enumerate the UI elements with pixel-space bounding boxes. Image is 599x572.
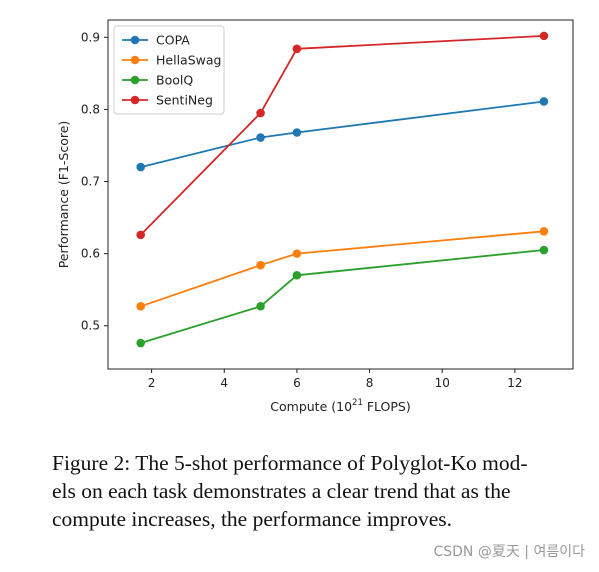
x-tick-label: 2 — [148, 376, 156, 390]
watermark: CSDN @夏天 | 여름이다 — [433, 544, 585, 560]
data-point — [256, 301, 265, 311]
data-point — [256, 133, 265, 142]
legend-box — [113, 25, 225, 115]
x-tick-label: 12 — [507, 376, 522, 390]
series-layer — [136, 31, 549, 348]
x-tick-label: 6 — [293, 376, 301, 390]
y-axis-label: Performance (F1-Score) — [56, 121, 71, 269]
legend-swatch-marker — [130, 55, 140, 65]
caption-line: compute increases, the performance impro… — [52, 507, 452, 531]
series-hellaswag — [136, 226, 549, 311]
legend-label: COPA — [156, 33, 190, 48]
legend-swatch-marker — [130, 75, 140, 85]
legend-label: SentiNeg — [156, 93, 213, 108]
x-tick-label: 10 — [435, 376, 450, 390]
legend-item: COPA — [122, 33, 190, 48]
data-point — [539, 226, 549, 236]
x-tick-label: 4 — [220, 376, 228, 390]
legend-item: HellaSwag — [122, 53, 221, 68]
y-tick-label: 0.6 — [81, 247, 100, 261]
legend-item: BoolQ — [122, 73, 193, 88]
legend-label: HellaSwag — [156, 53, 221, 68]
data-point — [136, 301, 145, 311]
line-chart: 2 4 6 8 10 12 0.5 0.6 0.7 0.8 0.9 COPA HellaSwag Bo… — [56, 19, 574, 414]
data-point — [256, 108, 265, 118]
data-point — [292, 44, 302, 54]
caption-line: Figure 2: The 5-shot performance of Poly… — [52, 451, 528, 475]
series-line — [140, 35, 544, 236]
legend-swatch-marker — [130, 35, 140, 45]
data-point — [539, 31, 549, 41]
legend-item: SentiNeg — [122, 93, 213, 108]
data-point — [136, 162, 145, 172]
series-boolq — [136, 245, 549, 348]
data-point — [539, 97, 549, 106]
legend-swatch-marker — [130, 95, 140, 105]
data-point — [256, 260, 265, 270]
y-axis-ticks: 0.5 0.6 0.7 0.8 0.9 — [81, 30, 108, 333]
legend: COPA HellaSwag BoolQ SentiNeg — [113, 25, 225, 115]
x-tick-label: 8 — [366, 376, 374, 390]
legend-label: BoolQ — [156, 73, 193, 88]
data-point — [136, 338, 145, 348]
data-point — [292, 270, 302, 280]
series-line — [140, 249, 544, 344]
y-tick-label: 0.9 — [81, 30, 100, 44]
series-sentineg — [136, 31, 549, 240]
y-tick-label: 0.5 — [81, 319, 100, 333]
x-axis-label: Compute (1021 FLOPS) — [270, 398, 410, 414]
caption-line: els on each task demonstrates a clear tr… — [52, 479, 511, 503]
data-point — [539, 245, 549, 255]
data-point — [136, 230, 145, 240]
plot-frame — [107, 19, 574, 370]
y-tick-label: 0.8 — [81, 102, 100, 116]
x-axis-ticks: 2 4 6 8 10 12 — [148, 369, 523, 390]
series-line — [140, 230, 544, 308]
data-point — [292, 249, 302, 258]
series-line — [140, 100, 545, 168]
y-tick-label: 0.7 — [81, 175, 100, 189]
figure-caption: Figure 2: The 5-shot performance of Poly… — [52, 449, 592, 533]
data-point — [292, 128, 302, 137]
series-copa — [136, 97, 549, 172]
